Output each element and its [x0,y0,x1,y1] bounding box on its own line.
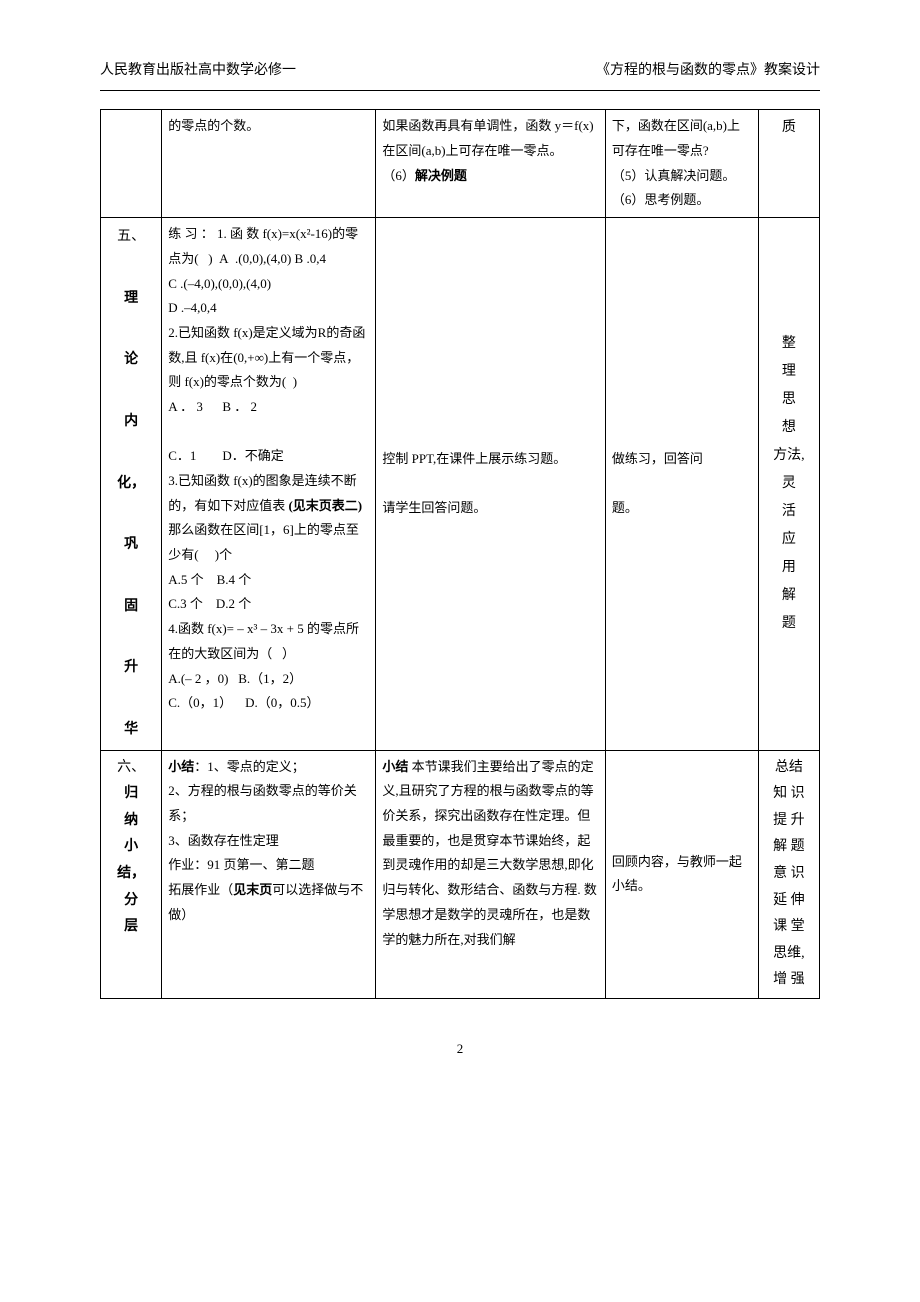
page-number: 2 [100,1039,820,1060]
cell-student: 回顾内容，与教师一起小结。 [605,750,758,998]
cell-content: 的零点的个数。 [162,110,376,218]
table-row: 的零点的个数。 如果函数再具有单调性，函数 y＝f(x)在区间(a,b)上可存在… [101,110,820,218]
lesson-plan-table: 的零点的个数。 如果函数再具有单调性，函数 y＝f(x)在区间(a,b)上可存在… [100,109,820,999]
cell-stage: 五、理论内化，巩固升华 [101,218,162,751]
table-row: 五、理论内化，巩固升华 练 习 ： 1. 函 数 f(x)=x(x²-16)的零… [101,218,820,751]
header-left-text: 人民教育出版社高中数学必修一 [100,60,296,82]
page-header: 人民教育出版社高中数学必修一 《方程的根与函数的零点》教案设计 [100,60,820,82]
cell-student: 下，函数在区间(a,b)上可存在唯一零点? （5）认真解决问题。 （6）思考例题… [605,110,758,218]
cell-teacher: 小结 本节课我们主要给出了零点的定义,且研究了方程的根与函数零点的等价关系，探究… [376,750,605,998]
text-line: （6）解决例题 [382,168,467,183]
text-line: 下，函数在区间(a,b)上可存在唯一零点? [612,118,740,158]
cell-student: 做练习，回答问题。 [605,218,758,751]
header-right-text: 《方程的根与函数的零点》教案设计 [596,60,820,82]
cell-teacher: 如果函数再具有单调性，函数 y＝f(x)在区间(a,b)上可存在唯一零点。 （6… [376,110,605,218]
text-line: （5）认真解决问题。 [612,168,736,183]
table-row: 六、归纳小结，分层 小结：1、零点的定义；2、方程的根与函数零点的等价关系；3、… [101,750,820,998]
cell-content: 练 习 ： 1. 函 数 f(x)=x(x²-16)的零点为( ) A .(0,… [162,218,376,751]
header-divider [100,90,820,91]
cell-content: 小结：1、零点的定义；2、方程的根与函数零点的等价关系；3、函数存在性定理作业：… [162,750,376,998]
cell-stage: 六、归纳小结，分层 [101,750,162,998]
cell-purpose: 整理思想方法,灵活应用解题 [758,218,819,751]
cell-stage [101,110,162,218]
cell-purpose: 质 [758,110,819,218]
text-line: 如果函数再具有单调性，函数 y＝f(x)在区间(a,b)上可存在唯一零点。 [382,118,593,158]
text-line: （6）思考例题。 [612,192,710,207]
cell-teacher: 控制 PPT,在课件上展示练习题。请学生回答问题。 [376,218,605,751]
cell-purpose: 总结知 识提 升解 题意 识延 伸课 堂思维,增 强 [758,750,819,998]
